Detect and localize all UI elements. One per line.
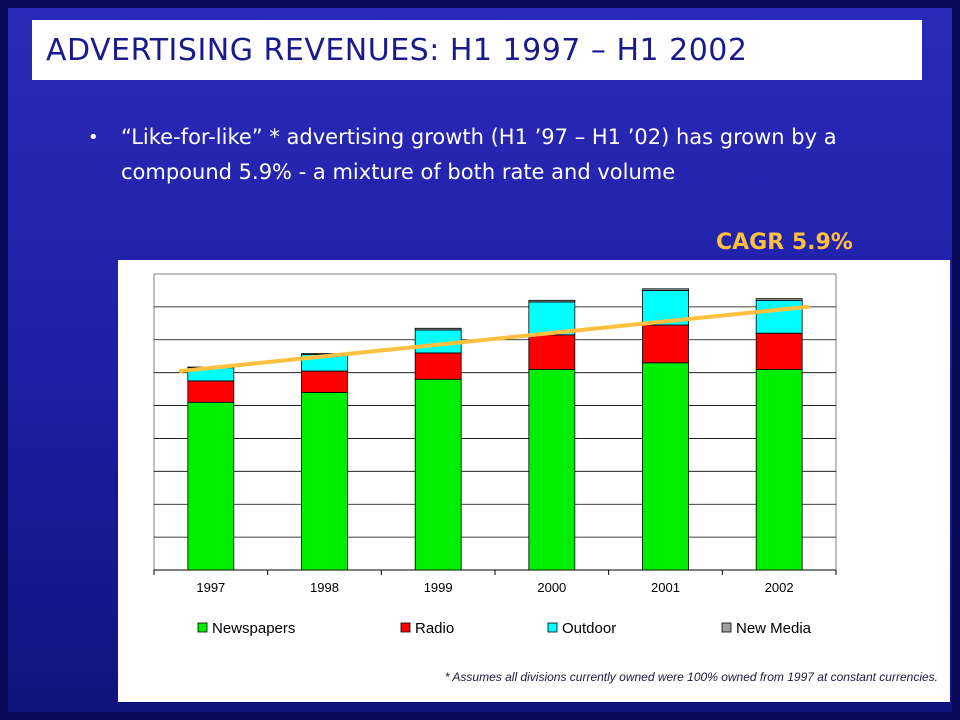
page-title: ADVERTISING REVENUES: H1 1997 – H1 2002 xyxy=(46,32,748,68)
bar-newspapers-2002 xyxy=(755,368,803,571)
legend-label: New Media xyxy=(736,620,812,637)
x-tick-label: 2002 xyxy=(765,580,794,595)
bar-radio-2001 xyxy=(642,324,689,364)
bar-newspapers-1999 xyxy=(414,378,462,571)
legend-swatch-outdoor xyxy=(547,622,558,633)
slide: ADVERTISING REVENUES: H1 1997 – H1 2002 … xyxy=(8,8,952,712)
legend-swatch-newspapers xyxy=(197,622,208,633)
x-tick-label: 2000 xyxy=(537,580,566,595)
bullet-point: • “Like-for-like” * advertising growth (… xyxy=(88,120,868,190)
bar-outdoor-2002 xyxy=(755,299,803,334)
plot-frame xyxy=(153,273,837,571)
bar-new-media-2000 xyxy=(528,299,576,303)
bar-radio-2002 xyxy=(755,332,803,370)
bar-new-media-1999 xyxy=(414,327,462,331)
bullet-dot-icon: • xyxy=(88,127,99,148)
bullet-text: “Like-for-like” * advertising growth (H1… xyxy=(121,125,837,184)
legend-label: Newspapers xyxy=(212,620,295,637)
bar-newspapers-2000 xyxy=(528,368,576,571)
footnote: * Assumes all divisions currently owned … xyxy=(444,670,938,684)
bar-newspapers-2001 xyxy=(642,362,689,571)
title-box: ADVERTISING REVENUES: H1 1997 – H1 2002 xyxy=(32,20,922,80)
bar-new-media-2002 xyxy=(755,298,803,301)
legend-swatch-radio xyxy=(400,622,411,633)
bar-radio-1998 xyxy=(301,370,348,393)
x-tick-label: 1997 xyxy=(196,580,225,595)
x-tick-label: 1999 xyxy=(424,580,453,595)
chart-area: 1997 1998 1999 2000 2001 2002 Newspapers Radio O… xyxy=(118,260,950,702)
legend-swatch-new-media xyxy=(721,622,732,633)
bar-radio-1999 xyxy=(414,352,462,380)
x-tick-label: 2001 xyxy=(651,580,680,595)
bar-outdoor-2000 xyxy=(528,301,576,336)
bar-new-media-2001 xyxy=(642,288,689,291)
bar-newspapers-1998 xyxy=(301,391,348,571)
bar-radio-1997 xyxy=(187,380,235,403)
bar-radio-2000 xyxy=(528,334,576,370)
x-tick-label: 1998 xyxy=(310,580,339,595)
legend-label: Radio xyxy=(415,620,454,637)
stacked-bar-chart: 1997 1998 1999 2000 2001 2002 Newspapers Radio O… xyxy=(153,273,837,637)
legend-label: Outdoor xyxy=(562,620,616,637)
bar-newspapers-1997 xyxy=(187,401,235,571)
cagr-trend-line xyxy=(178,304,810,374)
cagr-label: CAGR 5.9% xyxy=(716,230,853,255)
